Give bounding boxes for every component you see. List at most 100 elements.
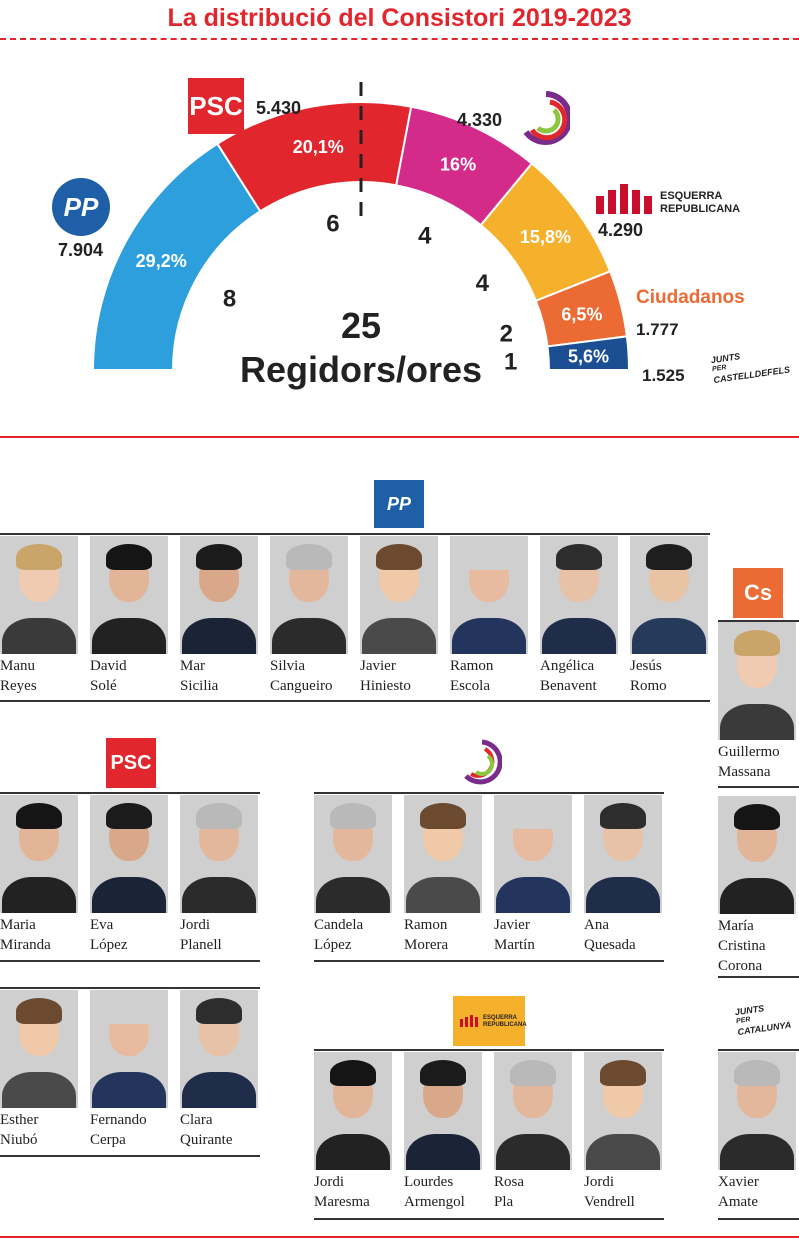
councillor-photo	[718, 1052, 796, 1170]
pp-logo: PP	[52, 178, 110, 236]
councillor-name: Jordi Vendrell	[584, 1174, 635, 1210]
councillor-name: Rosa Pla	[494, 1174, 524, 1210]
erc-group-logo: ESQUERRA REPUBLICANA	[453, 996, 527, 1046]
group-rule	[0, 700, 710, 702]
group-rule	[0, 1155, 260, 1157]
pp-group-logo: PP	[374, 480, 424, 528]
councillor-photo	[450, 536, 528, 654]
psc-logo: PSC	[188, 78, 244, 134]
erc-votes: 4.290	[598, 220, 644, 240]
councillor-name: Guillermo Massana	[718, 744, 780, 780]
psc-group-logo: PSC	[106, 738, 156, 788]
cs-group-logo: Cs	[733, 568, 783, 618]
erc-logo-text: ESQUERRA REPUBLICANA	[660, 190, 741, 215]
councillor-photo	[180, 536, 258, 654]
councillor-photo	[584, 795, 662, 913]
group-rule	[314, 1218, 664, 1220]
councillor-name: Ramon Morera	[404, 917, 449, 953]
councillor-name: Esther Niubó	[0, 1112, 39, 1148]
total-seats: 25	[341, 305, 381, 346]
group-rule	[0, 792, 260, 794]
councillor-photo	[494, 795, 572, 913]
arc-group: 29,2% 8 20,1% 6 16% 4 15,8% 4 6,5% 2 5,6% 1	[91, 101, 631, 376]
councillor-name: Silvia Cangueiro	[270, 658, 333, 694]
group-rule	[0, 533, 710, 535]
slice-seats-5: 1	[504, 349, 517, 376]
slice-percent-3: 15,8%	[520, 227, 571, 247]
councillor-photo	[270, 536, 348, 654]
slice-seats-2: 4	[418, 222, 432, 249]
junts-group-logo: JUNTS PER CATALUNYA	[734, 1003, 792, 1038]
slice-seats-3: 4	[476, 270, 490, 297]
pp-votes: 7.904	[58, 240, 104, 260]
page-title: La distribució del Consistori 2019-2023	[167, 4, 632, 32]
junts-votes: 1.525	[642, 366, 685, 385]
councillor-photo	[314, 1052, 392, 1170]
group-rule	[718, 1218, 799, 1220]
psc-votes: 5.430	[256, 98, 302, 118]
seat-chart: 29,2% 8 20,1% 6 16% 4 15,8% 4 6,5% 2 5,6% 1 25 Regi…	[91, 82, 631, 390]
group-rule	[718, 620, 799, 622]
councillor-photo	[630, 536, 708, 654]
group-rule	[314, 1049, 664, 1051]
councillor-photo	[360, 536, 438, 654]
slice-5	[546, 335, 631, 371]
slice-percent-4: 6,5%	[561, 304, 602, 324]
group-rule	[314, 792, 664, 794]
slice-seats-1: 6	[326, 211, 339, 238]
councillor-photo	[180, 990, 258, 1108]
councillor-name: Javier Martín	[494, 917, 535, 953]
councillor-photo	[0, 990, 78, 1108]
group-rule	[718, 786, 799, 788]
junts-logo: JUNTS PER CASTELLDEFELS	[710, 351, 791, 386]
councillor-name: Lourdes Armengol	[404, 1174, 465, 1210]
slice-percent-2: 16%	[440, 155, 476, 175]
councillor-photo	[718, 796, 796, 914]
group-rule	[718, 976, 799, 978]
councillor-name: Xavier Amate	[718, 1174, 759, 1210]
councillor-name: Jordi Maresma	[314, 1174, 370, 1210]
slice-percent-0: 29,2%	[136, 251, 187, 271]
group-rule	[0, 987, 260, 989]
title-divider	[0, 38, 799, 40]
councillor-photo	[404, 795, 482, 913]
councillor-name: Candela López	[314, 917, 364, 953]
councillor-name: Mar Sicilia	[180, 658, 219, 694]
councillor-photo	[584, 1052, 662, 1170]
councillor-photo	[180, 795, 258, 913]
councillor-name: David Solé	[90, 658, 127, 694]
councillor-name: Clara Quirante	[180, 1112, 233, 1148]
movem-group-logo	[464, 739, 502, 785]
bottom-divider	[0, 1236, 799, 1238]
group-rule	[314, 960, 664, 962]
cs-votes: 1.777	[636, 320, 679, 339]
councillor-name: Fernando Cerpa	[90, 1112, 147, 1148]
councillor-photo	[90, 990, 168, 1108]
chart-divider	[0, 436, 799, 438]
councillor-name: Ramon Escola	[450, 658, 494, 694]
councillor-name: Eva López	[90, 917, 128, 953]
councillor-photo	[718, 622, 796, 740]
erc-logo-mark	[596, 184, 652, 214]
councillor-name: Javier Hiniesto	[360, 658, 411, 694]
councillor-photo	[90, 795, 168, 913]
group-rule	[0, 960, 260, 962]
group-rule	[718, 1049, 799, 1051]
councillor-photo	[90, 536, 168, 654]
slice-percent-5: 5,6%	[568, 347, 609, 367]
total-label: Regidors/ores	[240, 349, 482, 390]
councillor-photo	[0, 536, 78, 654]
councillor-photo	[404, 1052, 482, 1170]
councillor-name: Jesús Romo	[630, 658, 667, 694]
slice-percent-1: 20,1%	[293, 137, 344, 157]
councillor-photo	[494, 1052, 572, 1170]
slice-seats-4: 2	[500, 321, 513, 348]
councillor-name: Maria Miranda	[0, 917, 51, 953]
councillor-name: Angélica Benavent	[540, 658, 597, 694]
councillor-photo	[314, 795, 392, 913]
councillor-name: María Cristina Corona	[718, 918, 766, 974]
cs-logo: Ciudadanos	[636, 287, 745, 308]
councillor-photo	[540, 536, 618, 654]
councillor-name: Manu Reyes	[0, 658, 37, 694]
movem-votes: 4.330	[457, 110, 503, 130]
